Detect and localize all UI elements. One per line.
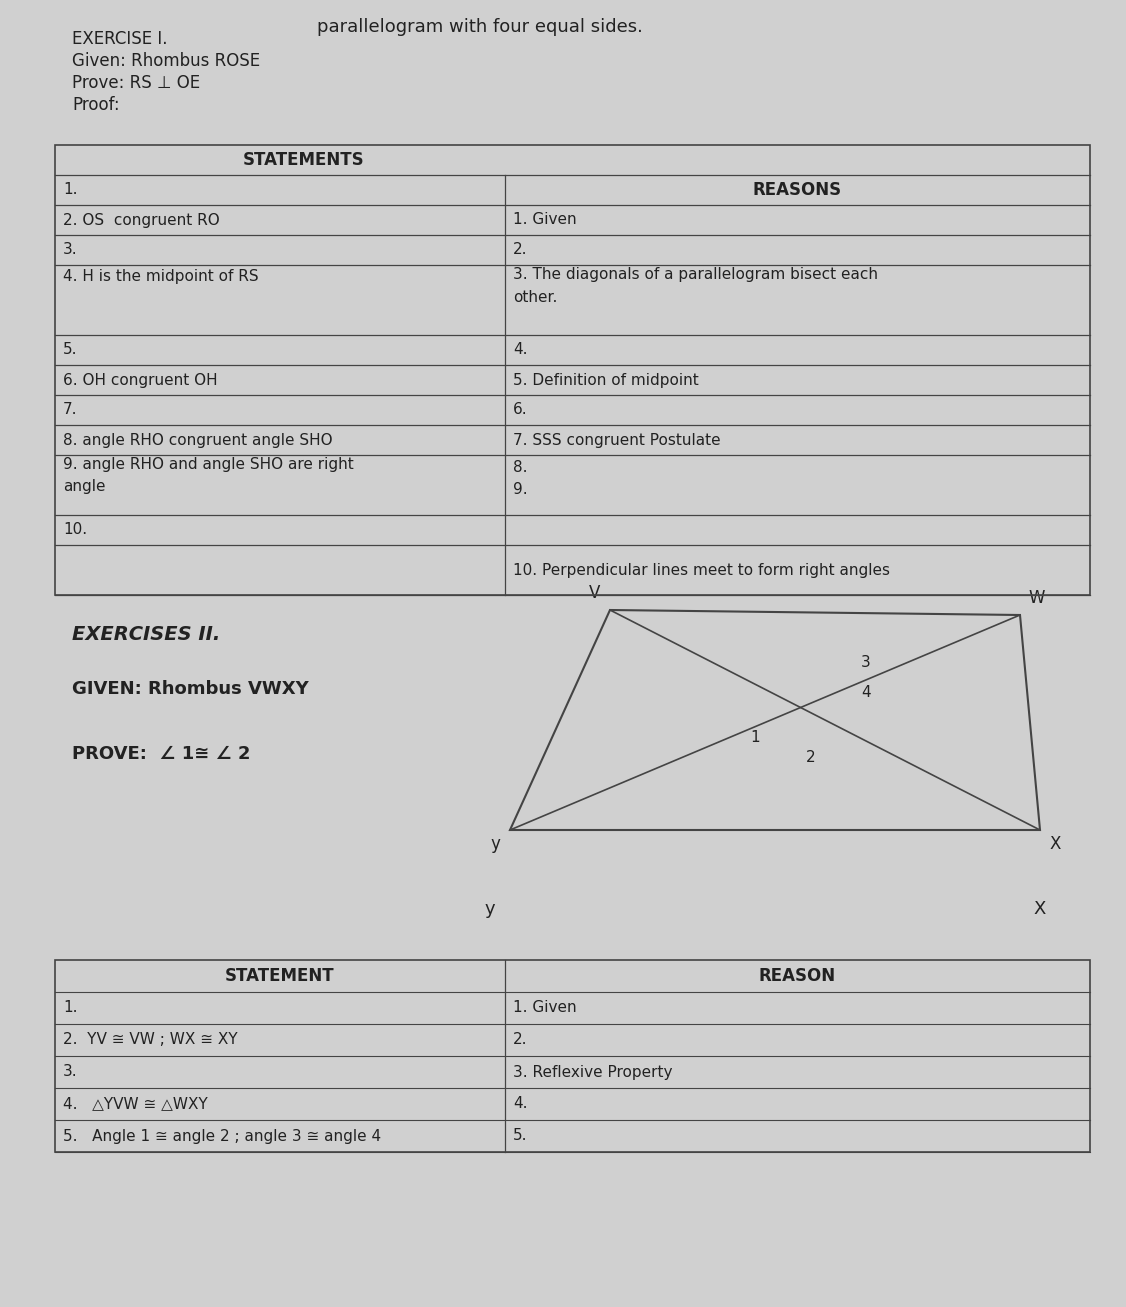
Text: 10. Perpendicular lines meet to form right angles: 10. Perpendicular lines meet to form rig…: [513, 562, 890, 578]
Text: 1. Given: 1. Given: [513, 213, 577, 227]
Text: 4.: 4.: [513, 1097, 527, 1111]
Text: 8.: 8.: [513, 460, 527, 474]
Text: GIVEN: Rhombus VWXY: GIVEN: Rhombus VWXY: [72, 680, 309, 698]
Text: 5.: 5.: [63, 342, 78, 358]
Text: 4. H is the midpoint of RS: 4. H is the midpoint of RS: [63, 268, 259, 284]
Text: 4: 4: [860, 685, 870, 701]
Text: Given: Rhombus ROSE: Given: Rhombus ROSE: [72, 52, 260, 71]
Text: 5.: 5.: [513, 1128, 527, 1144]
Text: 1.: 1.: [63, 183, 78, 197]
Text: 9. angle RHO and angle SHO are right: 9. angle RHO and angle SHO are right: [63, 457, 354, 473]
Text: 2: 2: [806, 750, 815, 765]
Text: 10.: 10.: [63, 523, 87, 537]
Text: 8. angle RHO congruent angle SHO: 8. angle RHO congruent angle SHO: [63, 433, 332, 447]
Text: REASONS: REASONS: [753, 180, 842, 199]
Text: y: y: [484, 901, 495, 918]
Text: Prove: RS ⊥ OE: Prove: RS ⊥ OE: [72, 74, 200, 91]
Text: 7. SSS congruent Postulate: 7. SSS congruent Postulate: [513, 433, 721, 447]
Text: 3.: 3.: [63, 1064, 78, 1080]
Text: X: X: [1034, 901, 1046, 918]
Text: STATEMENT: STATEMENT: [225, 967, 334, 985]
Text: 1. Given: 1. Given: [513, 1000, 577, 1016]
Text: 1.: 1.: [63, 1000, 78, 1016]
Text: 2. OS  congruent RO: 2. OS congruent RO: [63, 213, 220, 227]
Text: Proof:: Proof:: [72, 95, 119, 114]
Text: parallelogram with four equal sides.: parallelogram with four equal sides.: [318, 18, 643, 37]
Text: 3: 3: [860, 655, 870, 670]
Text: REASON: REASON: [759, 967, 837, 985]
Text: other.: other.: [513, 289, 557, 305]
Text: 2.: 2.: [513, 1033, 527, 1047]
Text: V: V: [589, 584, 600, 603]
Text: 2.  YV ≅ VW ; WX ≅ XY: 2. YV ≅ VW ; WX ≅ XY: [63, 1033, 238, 1047]
Text: 9.: 9.: [513, 481, 528, 497]
Text: angle: angle: [63, 480, 106, 494]
Text: 3.: 3.: [63, 243, 78, 257]
Bar: [55, 145, 1090, 595]
Text: W: W: [1028, 589, 1045, 606]
Text: 6. OH congruent OH: 6. OH congruent OH: [63, 372, 217, 387]
Text: 3. Reflexive Property: 3. Reflexive Property: [513, 1064, 672, 1080]
Text: 6.: 6.: [513, 403, 528, 417]
Text: 7.: 7.: [63, 403, 78, 417]
Text: X: X: [1051, 835, 1062, 853]
Text: STATEMENTS: STATEMENTS: [242, 152, 364, 169]
Text: PROVE:  ∠ 1≅ ∠ 2: PROVE: ∠ 1≅ ∠ 2: [72, 745, 250, 763]
Text: 3. The diagonals of a parallelogram bisect each: 3. The diagonals of a parallelogram bise…: [513, 268, 878, 282]
Text: 4.   △YVW ≅ △WXY: 4. △YVW ≅ △WXY: [63, 1097, 208, 1111]
Text: 2.: 2.: [513, 243, 527, 257]
Text: 4.: 4.: [513, 342, 527, 358]
Text: EXERCISE I.: EXERCISE I.: [72, 30, 168, 48]
Text: 1: 1: [751, 731, 760, 745]
Bar: [55, 961, 1090, 1151]
Text: 5. Definition of midpoint: 5. Definition of midpoint: [513, 372, 699, 387]
Text: EXERCISES II.: EXERCISES II.: [72, 625, 221, 644]
Text: y: y: [490, 835, 500, 853]
Text: 5.   Angle 1 ≅ angle 2 ; angle 3 ≅ angle 4: 5. Angle 1 ≅ angle 2 ; angle 3 ≅ angle 4: [63, 1128, 381, 1144]
